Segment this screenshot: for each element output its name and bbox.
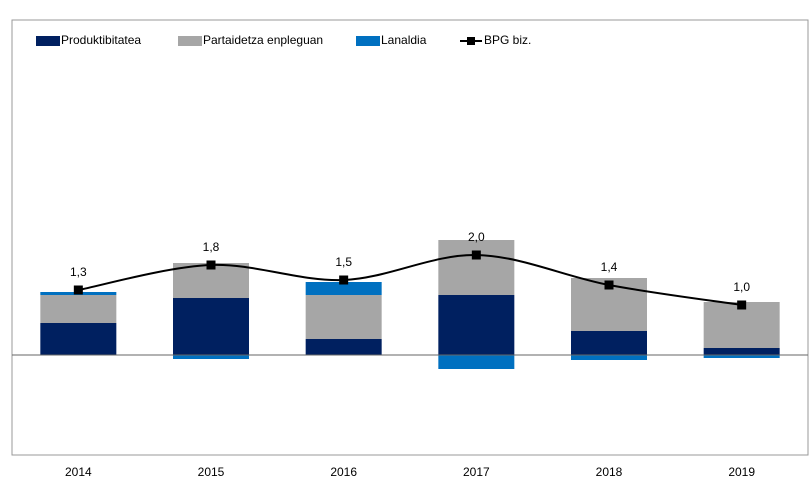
bar-segment xyxy=(305,282,382,295)
data-label: 1,4 xyxy=(601,260,618,274)
bar-segment xyxy=(438,295,515,355)
x-tick-label: 2014 xyxy=(65,465,92,479)
line-marker xyxy=(471,250,481,260)
data-label: 1,0 xyxy=(733,280,750,294)
data-label: 1,3 xyxy=(70,265,87,279)
data-label: 1,8 xyxy=(203,240,220,254)
bar-segment xyxy=(703,355,780,358)
bar-segment xyxy=(305,295,382,339)
bar-segment xyxy=(438,240,515,295)
line-marker xyxy=(206,260,216,270)
legend-swatch xyxy=(178,36,202,46)
bar-segment xyxy=(703,302,780,348)
bar-segment xyxy=(305,339,382,355)
legend-label: Produktibitatea xyxy=(61,33,141,47)
bar-segment xyxy=(40,295,117,323)
line-marker xyxy=(73,285,83,295)
bar-segment xyxy=(571,331,647,355)
x-tick-label: 2015 xyxy=(198,465,225,479)
bar-segment xyxy=(173,298,249,355)
plot-frame xyxy=(11,19,809,456)
bar-segment xyxy=(703,348,780,355)
legend-label: BPG biz. xyxy=(484,33,531,47)
data-label: 1,5 xyxy=(335,255,352,269)
legend-label: Lanaldia xyxy=(381,33,427,47)
line xyxy=(78,253,742,306)
x-tick-label: 2017 xyxy=(463,465,490,479)
bar-segment xyxy=(571,355,647,360)
line-marker xyxy=(339,275,349,285)
line-marker xyxy=(737,300,747,310)
data-label: 2,0 xyxy=(468,230,485,244)
bar-segment xyxy=(40,323,117,355)
x-tick-label: 2018 xyxy=(596,465,623,479)
legend-swatch xyxy=(36,36,60,46)
legend-swatch xyxy=(467,37,475,45)
x-tick-label: 2016 xyxy=(330,465,357,479)
line-marker xyxy=(604,280,614,290)
legend-label: Partaidetza enpleguan xyxy=(203,33,323,47)
legend-swatch xyxy=(356,36,380,46)
x-tick-label: 2019 xyxy=(728,465,755,479)
bar-segment xyxy=(173,355,249,359)
bar-segment xyxy=(438,355,515,369)
